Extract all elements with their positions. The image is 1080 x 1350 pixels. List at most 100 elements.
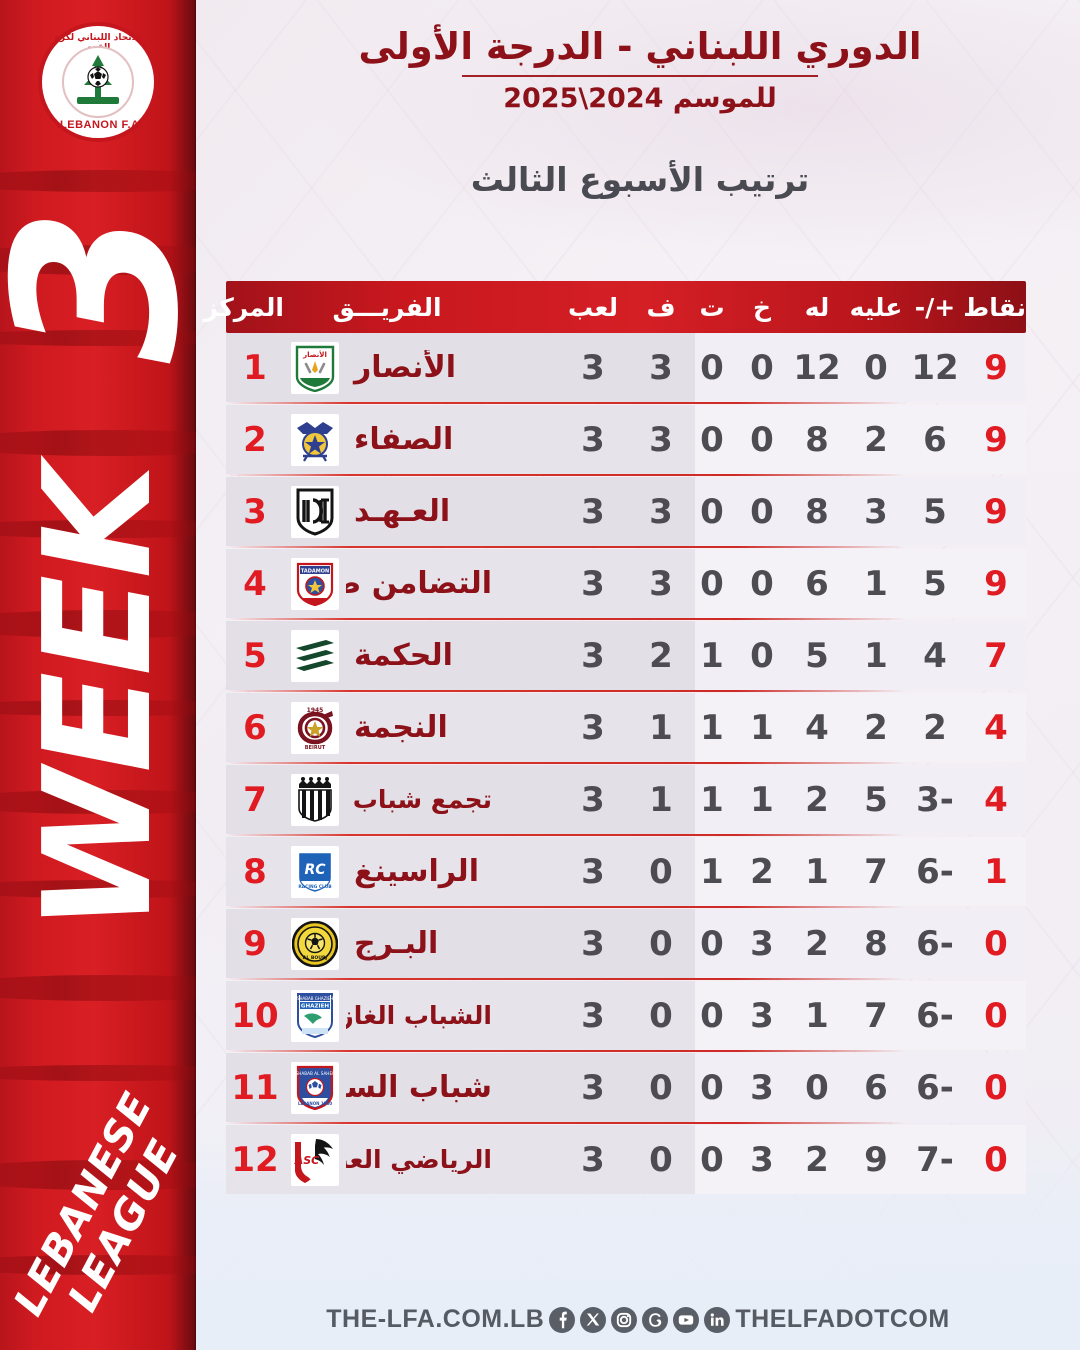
cell-goal-diff: 2 xyxy=(923,707,947,748)
cell-points: 9 xyxy=(984,563,1008,604)
cell-team-name: العـهـد xyxy=(354,494,451,529)
footer-handle[interactable]: THELFADOTCOM xyxy=(735,1305,950,1333)
cell-won: 1 xyxy=(649,707,673,748)
column-header-goals-for: له xyxy=(804,292,830,322)
cell-team-name: الشباب الغازية xyxy=(346,1001,492,1030)
table-row[interactable]: 9 12 0 12 0 0 3 3 الأنصار الأنصار 1 xyxy=(226,333,1026,402)
column-header-team: الفريـــق xyxy=(332,292,442,322)
row-separator xyxy=(226,978,1026,981)
row-separator xyxy=(226,690,1026,693)
table-row[interactable]: 1 -6 7 1 2 1 0 3 الراسينغ RC RACING CLUB 8 xyxy=(226,837,1026,906)
column-header-goals-against: عليه xyxy=(849,292,903,322)
cell-goal-diff: -6 xyxy=(916,1067,954,1108)
svg-text:RACING CLUB: RACING CLUB xyxy=(298,884,332,890)
cell-points: 0 xyxy=(984,995,1008,1036)
facebook-icon[interactable] xyxy=(548,1306,576,1334)
cell-won: 0 xyxy=(649,923,673,964)
cell-goals-against: 0 xyxy=(864,347,888,388)
cell-team-name: الرياضي العباسية xyxy=(346,1145,492,1174)
nejmeh-crest: 1945 BEIRUT xyxy=(291,701,339,754)
title-block: الدوري اللبناني - الدرجة الأولى للموسم 2… xyxy=(200,25,1080,200)
row-separator xyxy=(226,474,1026,477)
cell-team-crest xyxy=(284,485,346,538)
cell-drawn: 1 xyxy=(700,779,724,820)
cell-team-crest: AL BOURJ xyxy=(284,917,346,970)
column-header-lost: خ xyxy=(752,292,772,322)
cell-team-name: الصفاء xyxy=(354,422,454,457)
cell-rank: 9 xyxy=(243,923,267,964)
column-header-won: ف xyxy=(646,292,676,322)
cell-played: 3 xyxy=(581,491,605,532)
row-separator xyxy=(226,1050,1026,1053)
footer-website[interactable]: THE-LFA.COM.LB xyxy=(326,1305,545,1333)
cell-goal-diff: 5 xyxy=(923,491,947,532)
cell-drawn: 1 xyxy=(700,707,724,748)
cell-drawn: 0 xyxy=(700,995,724,1036)
cell-played: 3 xyxy=(581,851,605,892)
row-separator xyxy=(226,906,1026,909)
cell-goal-diff: 6 xyxy=(923,419,947,460)
cell-goals-for: 2 xyxy=(805,1139,829,1180)
cell-won: 0 xyxy=(649,1067,673,1108)
row-separator xyxy=(226,834,1026,837)
cell-won: 1 xyxy=(649,779,673,820)
cell-goals-for: 2 xyxy=(805,779,829,820)
cell-played: 3 xyxy=(581,1067,605,1108)
cell-team-crest: SHABAB GHAZIEH GHAZIEH xyxy=(284,989,346,1042)
linkedin-icon[interactable] xyxy=(703,1306,731,1334)
cell-lost: 3 xyxy=(750,923,774,964)
threads-icon[interactable] xyxy=(641,1306,669,1334)
cell-drawn: 0 xyxy=(700,1139,724,1180)
table-row[interactable]: 7 4 1 5 0 1 2 3 الحكمة 5 xyxy=(226,621,1026,690)
cell-team-crest: ASC xyxy=(284,1133,346,1186)
row-separator xyxy=(226,762,1026,765)
cell-drawn: 1 xyxy=(700,851,724,892)
instagram-icon[interactable] xyxy=(610,1306,638,1334)
cell-goal-diff: -7 xyxy=(916,1139,954,1180)
cell-team-name: الراسينغ xyxy=(354,854,479,889)
cell-won: 0 xyxy=(649,1139,673,1180)
row-name-background xyxy=(695,981,1026,1050)
row-separator xyxy=(226,618,1026,621)
cell-drawn: 0 xyxy=(700,923,724,964)
league-title: الدوري اللبناني - الدرجة الأولى xyxy=(358,25,922,68)
standings-table: نقاط +/- عليه له خ ت ف لعب الفريـــق الم… xyxy=(204,281,1026,1194)
cell-drawn: 0 xyxy=(700,419,724,460)
x-twitter-icon[interactable] xyxy=(579,1306,607,1334)
cell-lost: 3 xyxy=(750,1139,774,1180)
table-row[interactable]: 0 -6 8 2 3 0 0 3 البـرج AL BOURJ 9 xyxy=(226,909,1026,978)
row-name-background xyxy=(695,909,1026,978)
cell-team-crest xyxy=(284,413,346,466)
cell-goals-against: 7 xyxy=(864,851,888,892)
cell-played: 3 xyxy=(581,347,605,388)
row-separator xyxy=(226,402,1026,405)
cell-drawn: 0 xyxy=(700,1067,724,1108)
cell-team-crest: الأنصار xyxy=(284,341,346,394)
cell-rank: 5 xyxy=(243,635,267,676)
cell-won: 0 xyxy=(649,851,673,892)
cell-played: 3 xyxy=(581,635,605,676)
cell-team-name: شباب الساحل xyxy=(346,1070,492,1105)
table-row[interactable]: 9 6 2 8 0 0 3 3 الصفاء 2 xyxy=(226,405,1026,474)
cell-played: 3 xyxy=(581,1139,605,1180)
cell-rank: 12 xyxy=(231,1139,279,1180)
cell-drawn: 0 xyxy=(700,563,724,604)
cell-points: 4 xyxy=(984,707,1008,748)
youtube-icon[interactable] xyxy=(672,1306,700,1334)
row-separator xyxy=(226,1122,1026,1125)
week-number-display: 3 xyxy=(0,186,196,390)
table-row[interactable]: 4 2 2 4 1 1 1 3 النجمة 1945 BEIRUT 6 xyxy=(226,693,1026,762)
cell-team-name: الأنصار xyxy=(354,350,456,385)
cell-team-crest: SHABAB AL SAHEL LEBANON 1960 xyxy=(284,1061,346,1114)
table-row[interactable]: 9 5 3 8 0 0 3 3 العـهـد 3 xyxy=(226,477,1026,546)
cell-points: 9 xyxy=(984,347,1008,388)
svg-text:AL BOURJ: AL BOURJ xyxy=(303,955,328,961)
cell-rank: 4 xyxy=(243,563,267,604)
cell-played: 3 xyxy=(581,995,605,1036)
tadamon-crest: TADAMON xyxy=(291,557,339,610)
